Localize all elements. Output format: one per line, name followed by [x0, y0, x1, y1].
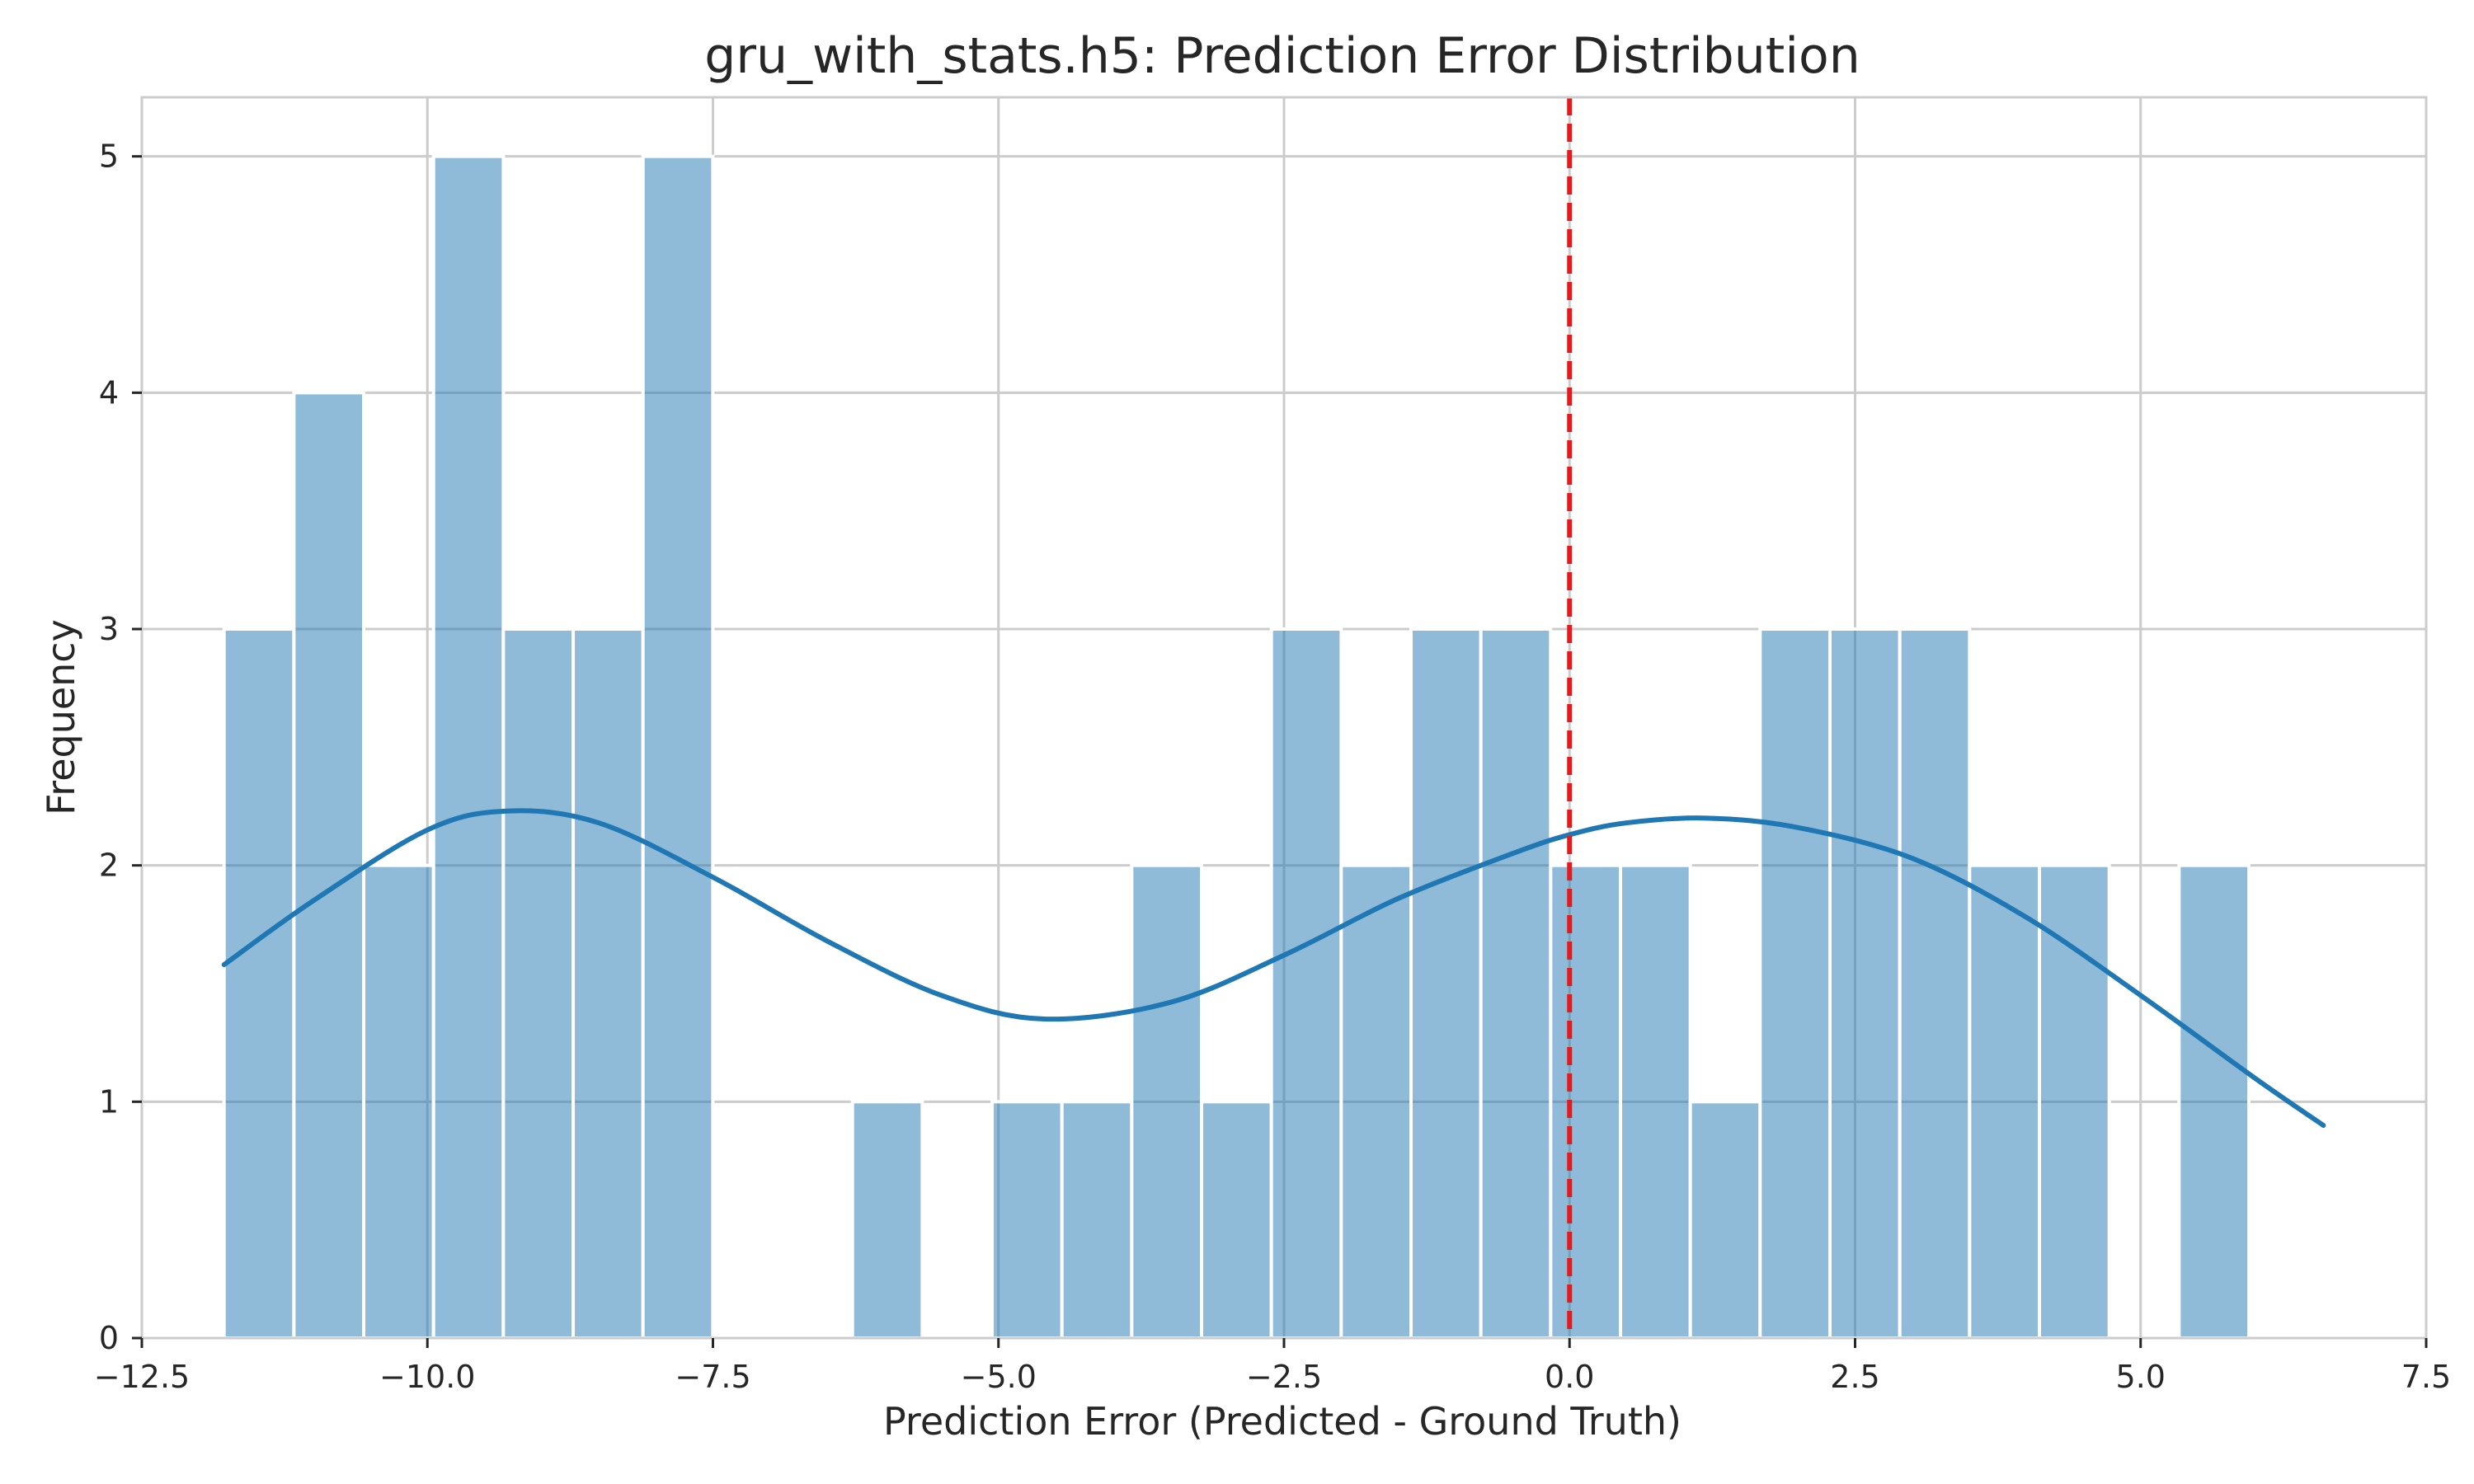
y-tick-label: 3: [99, 611, 119, 647]
histogram-bar: [571, 627, 645, 1340]
histogram-bar: [222, 627, 296, 1340]
histogram-bar: [1130, 863, 1204, 1340]
x-tick-label: −10.0: [379, 1359, 475, 1395]
histogram-bars: [222, 154, 2251, 1341]
histogram-bar: [1758, 627, 1832, 1340]
histogram-bar: [1269, 627, 1343, 1340]
histogram-bar: [1339, 863, 1413, 1340]
x-tick-label: −2.5: [1246, 1359, 1322, 1395]
x-tick-label: −12.5: [94, 1359, 190, 1395]
y-tick-label: 5: [99, 139, 119, 175]
histogram-bar: [641, 154, 715, 1341]
histogram-bar: [1688, 1100, 1762, 1341]
x-axis-ticks: −12.5 −10.0 −7.5 −5.0 −2.5 0.0 2.5 5.0 7.5: [94, 1338, 2451, 1395]
x-tick-label: 5.0: [2116, 1359, 2166, 1395]
histogram-bar: [362, 863, 435, 1340]
histogram-bar: [431, 154, 506, 1341]
x-tick-label: −7.5: [675, 1359, 750, 1395]
kde-curve-layer: [221, 808, 2326, 1128]
y-axis-label: Frequency: [39, 619, 83, 815]
histogram-bar: [1549, 863, 1623, 1340]
x-tick-label: 0.0: [1545, 1359, 1594, 1395]
histogram-bar: [1060, 1100, 1134, 1341]
x-axis-label: Prediction Error (Predicted - Ground Tru…: [883, 1399, 1681, 1444]
histogram-bar: [990, 1100, 1064, 1341]
histogram-bar: [501, 627, 576, 1340]
histogram-bar: [2038, 863, 2111, 1340]
y-axis-ticks: 0 1 2 3 4 5: [99, 139, 142, 1356]
y-tick-label: 4: [99, 374, 119, 411]
kde-curve: [221, 808, 2326, 1128]
x-tick-label: 2.5: [1830, 1359, 1879, 1395]
histogram-bar: [2177, 863, 2251, 1340]
x-tick-label: 7.5: [2401, 1359, 2451, 1395]
x-tick-label: −5.0: [961, 1359, 1037, 1395]
histogram-bar: [1200, 1100, 1273, 1341]
chart-title: gru_with_stats.h5: Prediction Error Dist…: [704, 27, 1860, 85]
histogram-bar: [1619, 863, 1692, 1340]
y-tick-label: 2: [99, 848, 119, 884]
histogram-bar: [292, 391, 366, 1340]
histogram-bar: [1409, 627, 1483, 1340]
y-tick-label: 0: [99, 1320, 119, 1356]
y-tick-label: 1: [99, 1083, 119, 1120]
histogram-bar: [850, 1100, 924, 1341]
histogram-bar: [1828, 627, 1902, 1340]
histogram-bar: [1968, 863, 2042, 1340]
histogram-bar: [1479, 627, 1553, 1340]
histogram-bar: [1898, 627, 1972, 1340]
